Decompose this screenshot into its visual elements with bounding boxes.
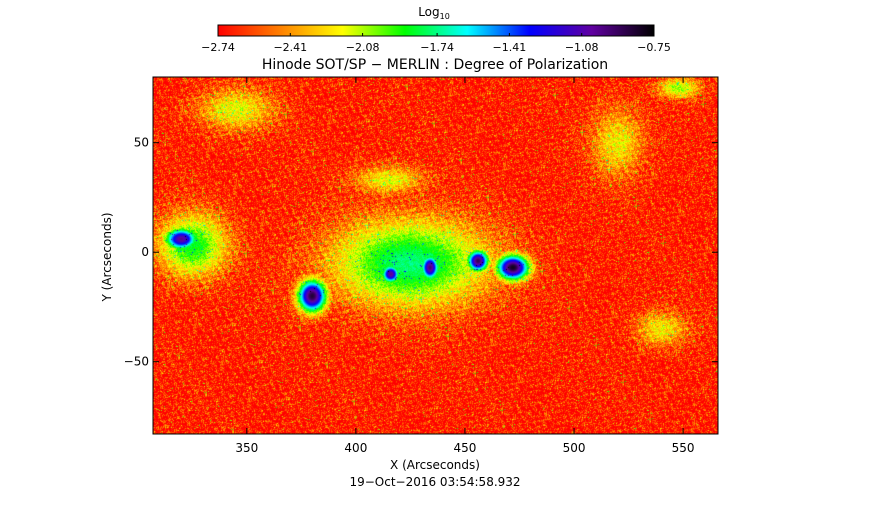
y-tick-label: −50 [124,355,149,369]
colorbar-ticks: −2.74 −2.41 −2.08 −1.74 −1.41 −1.08 −0.75 [201,33,671,54]
colorbar-tick-label: −2.08 [346,41,380,54]
chart-title: Hinode SOT/SP − MERLIN : Degree of Polar… [262,57,608,73]
y-tick-label: 0 [141,245,149,259]
colorbar-tick-label: −1.08 [565,41,599,54]
x-tick-label: 500 [563,441,586,455]
colorbar-tick-label: −2.74 [201,41,235,54]
colorbar-tick-label: −1.74 [420,41,454,54]
x-axis-ticks: 350 400 450 500 550 [235,77,695,455]
colorbar-tick-label: −2.41 [273,41,307,54]
y-axis-label: Y (Arcseconds) [100,212,114,302]
plot-frame [152,76,719,435]
y-tick-label: 50 [134,136,149,150]
x-tick-label: 350 [235,441,258,455]
y-axis-ticks: 50 0 −50 [124,136,718,369]
x-axis-label: X (Arcseconds) [390,458,480,472]
colorbar-label: Log10 [418,5,450,21]
timestamp: 19−Oct−2016 03:54:58.932 [349,475,520,489]
colorbar-tick-label: −1.41 [493,41,527,54]
colorbar-tick-label: −0.75 [637,41,671,54]
x-tick-label: 400 [344,441,367,455]
x-tick-label: 550 [672,441,695,455]
colorbar [217,24,655,37]
heatmap-image [153,77,718,434]
x-tick-label: 450 [453,441,476,455]
